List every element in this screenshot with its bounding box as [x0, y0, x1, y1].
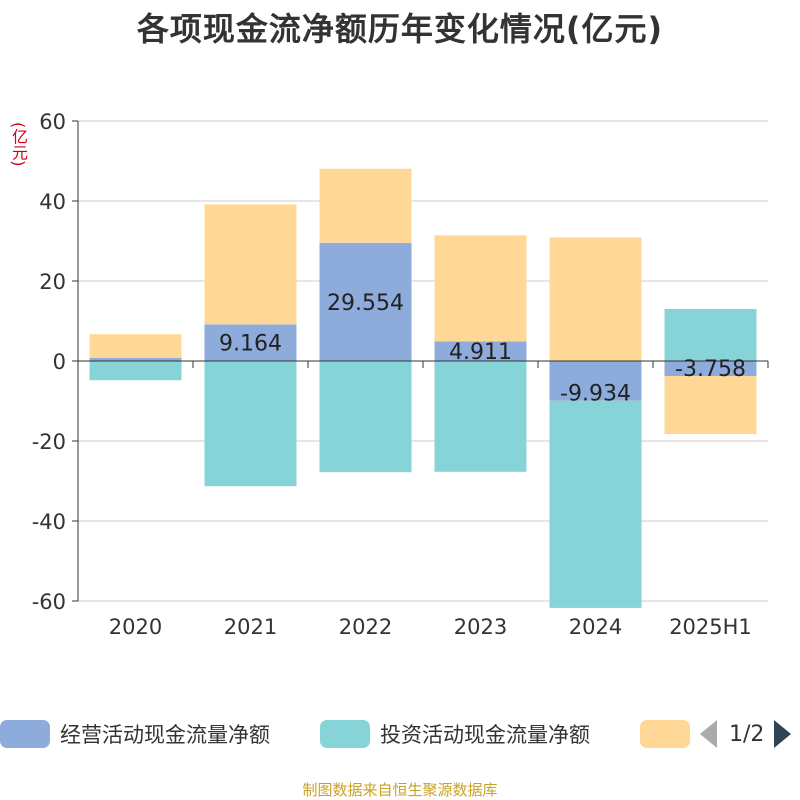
x-tick-label: 2025H1: [669, 615, 752, 639]
bar-investing-2023[interactable]: [434, 361, 527, 472]
x-tick-label: 2020: [109, 615, 162, 639]
bar-financing-2023[interactable]: [434, 235, 527, 342]
y-tick-label: -20: [32, 430, 66, 454]
y-tick-label: -40: [32, 510, 66, 534]
legend-page-indicator: 1/2: [729, 721, 765, 747]
legend-label-operating: 经营活动现金流量净额: [60, 723, 270, 747]
legend: 经营活动现金流量净额 投资活动现金流量净额 1/2: [0, 714, 800, 754]
bar-operating-2023[interactable]: [434, 341, 527, 361]
legend-item-operating[interactable]: 经营活动现金流量净额: [0, 714, 270, 754]
bar-investing-2025H1[interactable]: [664, 309, 757, 361]
bar-operating-2022[interactable]: [319, 242, 412, 361]
legend-label-investing: 投资活动现金流量净额: [380, 723, 590, 747]
bar-investing-2024[interactable]: [549, 400, 642, 608]
bar-operating-2024[interactable]: [549, 361, 642, 401]
data-label-2024: -9.934: [560, 382, 631, 407]
bar-investing-2020[interactable]: [89, 361, 182, 381]
data-label-2023: 4.911: [449, 340, 512, 365]
legend-pager: 1/2: [700, 714, 792, 754]
y-axis-unit-label: (亿元): [9, 122, 28, 167]
bar-investing-2022[interactable]: [319, 361, 412, 473]
legend-next-page-icon[interactable]: [774, 720, 792, 748]
y-tick-label: -60: [32, 590, 66, 614]
y-tick-label: 60: [39, 110, 66, 134]
y-tick-label: 40: [39, 190, 66, 214]
x-tick-label: 2024: [569, 615, 622, 639]
chart-title: 各项现金流净额历年变化情况(亿元): [136, 10, 664, 48]
legend-swatch-operating: [0, 720, 50, 748]
data-label-2022: 29.554: [327, 291, 404, 316]
bar-operating-2025H1[interactable]: [664, 361, 757, 377]
bar-financing-2024[interactable]: [549, 237, 642, 361]
bar-financing-2022[interactable]: [319, 168, 412, 243]
x-tick-label: 2023: [454, 615, 507, 639]
x-tick-label: 2022: [339, 615, 392, 639]
legend-swatch-financing: [640, 720, 690, 748]
axes: 60 40 20 0 -20 -40 -60 2020 2021 2022 2023 2024 2025…: [32, 110, 769, 639]
bar-financing-2025H1[interactable]: [664, 376, 757, 435]
data-label-2025H1: -3.758: [675, 357, 746, 382]
bar-financing-2021[interactable]: [204, 204, 297, 325]
bar-operating-2021[interactable]: [204, 324, 297, 361]
y-tick-label: 0: [53, 350, 66, 374]
data-source-note: 制图数据来自恒生聚源数据库: [302, 781, 498, 799]
legend-prev-page-icon[interactable]: [700, 720, 717, 748]
bar-financing-2020[interactable]: [89, 334, 182, 358]
data-label-2021: 9.164: [219, 332, 282, 357]
legend-item-investing[interactable]: 投资活动现金流量净额: [320, 714, 590, 754]
legend-swatch-investing: [320, 720, 370, 748]
y-tick-label: 20: [39, 270, 66, 294]
bars: [89, 168, 757, 608]
bar-investing-2021[interactable]: [204, 361, 297, 487]
legend-item-financing[interactable]: [640, 714, 700, 754]
data-labels: 9.164 29.554 4.911 -9.934 -3.758: [219, 291, 746, 407]
x-tick-label: 2021: [224, 615, 277, 639]
bar-operating-2020[interactable]: [89, 357, 182, 361]
grid-lines: [78, 120, 768, 602]
